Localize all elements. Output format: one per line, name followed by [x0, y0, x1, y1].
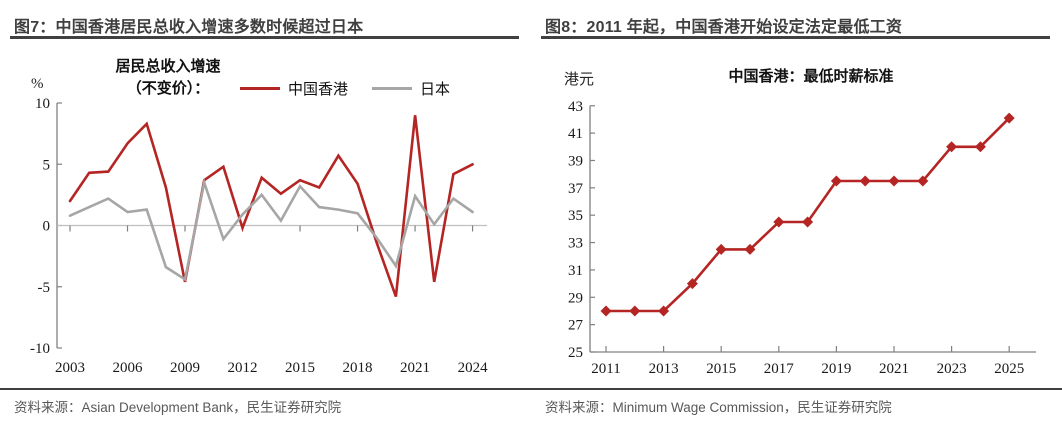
- x-tick-label: 2023: [937, 361, 967, 377]
- x-tick-label: 2025: [994, 361, 1024, 377]
- diamond-marker: [830, 175, 842, 187]
- diamond-marker: [946, 141, 958, 153]
- x-tick-label: 2015: [706, 361, 736, 377]
- figure8-line-chart: 43 41 39 37 35 33 31 29 27 25 2011 2013 2015 2017 2019…: [568, 99, 1036, 377]
- y-tick-label: -10: [30, 341, 50, 357]
- figure7-title-underline: [10, 36, 519, 39]
- series-line-1: [68, 177, 474, 282]
- figure7-panel: 图7：中国香港居民总收入增速多数时候超过日本 % 居民总收入增速 （不变价）： …: [0, 19, 531, 415]
- y-tick-label: 37: [568, 181, 584, 197]
- figure7-legend: 中国香港 日本: [240, 78, 450, 99]
- diamond-marker: [859, 175, 871, 187]
- diamond-marker: [629, 305, 641, 317]
- x-tick-label: 2019: [821, 361, 851, 377]
- x-tick-label: 2003: [55, 360, 85, 376]
- y-tick-label: 5: [43, 157, 51, 173]
- x-tick-label: 2009: [170, 360, 200, 376]
- diamond-marker: [658, 305, 670, 317]
- figure8-title-underline: [541, 36, 1050, 39]
- x-tick-label: 2021: [879, 361, 909, 377]
- x-tick-label: 2012: [228, 360, 258, 376]
- diamond-marker: [888, 175, 900, 187]
- legend-item-hongkong: 中国香港: [240, 78, 348, 99]
- figure8-footer-rule: [531, 388, 1062, 390]
- japan-line-swatch: [372, 87, 413, 90]
- figure8-y-unit-label: 港元: [564, 72, 595, 88]
- y-tick-label: 31: [568, 263, 583, 279]
- x-tick-label: 2021: [400, 360, 430, 376]
- diamond-marker: [744, 243, 756, 255]
- figure7-source-text: 资料来源：Asian Development Bank，民生证券研究院: [14, 400, 342, 415]
- figure7-legend-heading-line2: （不变价）：: [126, 79, 210, 97]
- series-line-0: [68, 115, 474, 298]
- y-tick-label: 29: [568, 290, 583, 306]
- x-tick-label: 2013: [649, 361, 679, 377]
- figure8-title: 图8：2011 年起，中国香港开始设定法定最低工资: [545, 19, 903, 36]
- y-tick-label: 33: [568, 236, 583, 252]
- figure7-legend-heading-line1: 居民总收入增速: [115, 58, 221, 75]
- x-tick-label: 2011: [591, 361, 620, 377]
- y-tick-label: 10: [35, 96, 50, 112]
- figure7-legend-heading: 居民总收入增速 （不变价）：: [88, 56, 248, 100]
- diamond-marker: [600, 305, 612, 317]
- y-tick-label: 27: [568, 318, 584, 334]
- y-tick-label: 25: [568, 345, 583, 361]
- figure8-chart-title: 中国香港：最低时薪标准: [728, 68, 894, 85]
- x-tick-label: 2018: [343, 360, 373, 376]
- y-tick-label: 41: [568, 126, 583, 142]
- y-tick-label: 35: [568, 208, 583, 224]
- figure8-panel: 图8：2011 年起，中国香港开始设定法定最低工资 港元 中国香港：最低时薪标准…: [531, 0, 1062, 426]
- figure7-footer-rule: [0, 388, 531, 390]
- hongkong-legend-label: 中国香港: [288, 82, 349, 98]
- x-tick-label: 2017: [764, 361, 795, 377]
- diamond-marker: [773, 216, 785, 228]
- figure7-line-chart: 10 5 0 -5 -10 2003 2006 2009 2012 2015 2018 2021 202…: [30, 96, 489, 376]
- diamond-marker: [715, 243, 727, 255]
- figure8-source-text: 资料来源：Minimum Wage Commission，民生证券研究院: [545, 400, 892, 415]
- figure7-title: 图7：中国香港居民总收入增速多数时候超过日本: [14, 19, 364, 36]
- legend-item-japan: 日本: [372, 78, 450, 99]
- x-tick-label: 2024: [458, 360, 489, 376]
- figure7-y-unit-label: %: [31, 76, 44, 92]
- y-tick-label: 0: [43, 219, 51, 235]
- diamond-marker: [1003, 112, 1015, 124]
- x-tick-label: 2015: [285, 360, 315, 376]
- diamond-marker: [686, 278, 698, 290]
- y-tick-label: -5: [38, 280, 51, 296]
- diamond-marker: [802, 216, 814, 228]
- y-tick-label: 39: [568, 153, 583, 169]
- diamond-marker: [917, 175, 929, 187]
- x-tick-label: 2006: [113, 360, 144, 376]
- diamond-marker: [974, 141, 986, 153]
- y-tick-label: 43: [568, 99, 583, 115]
- japan-legend-label: 日本: [420, 82, 451, 98]
- hongkong-line-swatch: [240, 87, 280, 90]
